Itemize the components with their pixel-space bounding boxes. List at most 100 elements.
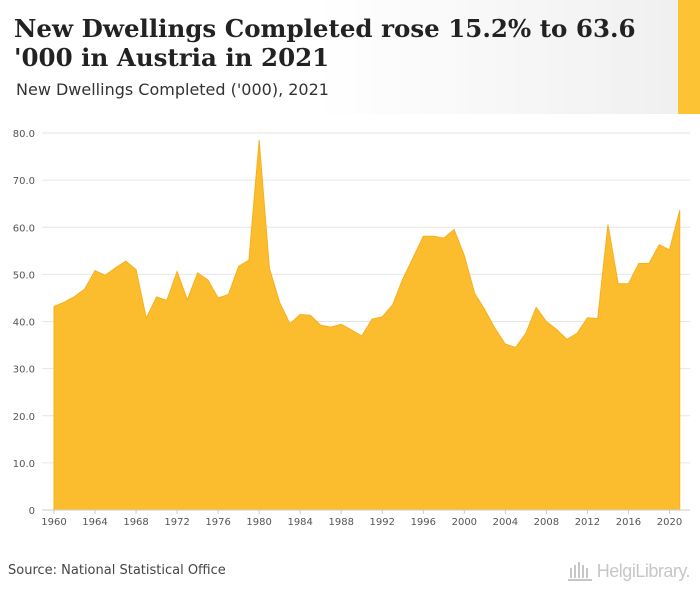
page-title: New Dwellings Completed rose 15.2% to 63… <box>14 14 636 72</box>
data-point[interactable] <box>338 321 344 327</box>
data-point[interactable] <box>92 268 98 274</box>
data-point[interactable] <box>72 294 78 300</box>
data-point[interactable] <box>215 295 221 301</box>
data-point[interactable] <box>625 281 631 287</box>
data-point[interactable] <box>51 303 57 309</box>
data-point[interactable] <box>595 316 601 322</box>
data-point[interactable] <box>205 277 211 283</box>
data-point[interactable] <box>184 297 190 303</box>
y-tick-label: 30.0 <box>13 365 35 376</box>
data-point[interactable] <box>502 341 508 347</box>
data-point[interactable] <box>307 312 313 318</box>
data-point[interactable] <box>113 265 119 271</box>
x-axis-ticks: 1960 1964 1968 1972 1976 1980 1984 1988 1992 1996… <box>41 509 690 528</box>
library-building-icon <box>567 562 592 581</box>
data-point[interactable] <box>102 272 108 278</box>
y-tick-label: 20.0 <box>13 412 35 423</box>
data-point[interactable] <box>533 304 539 310</box>
data-point[interactable] <box>174 269 180 275</box>
data-point[interactable] <box>164 297 170 303</box>
x-tick-label: 2020 <box>657 517 682 528</box>
header: New Dwellings Completed rose 15.2% to 63… <box>0 0 700 114</box>
data-point[interactable] <box>584 315 590 321</box>
data-point[interactable] <box>225 292 231 298</box>
area-series <box>51 137 683 511</box>
x-tick-label: 2016 <box>616 517 641 528</box>
y-axis-ticks: 0 10.0 20.0 30.0 40.0 50.0 60.0 70.0 80.0 <box>13 129 35 517</box>
x-tick-label: 1988 <box>328 517 353 528</box>
y-tick-label: 10.0 <box>13 459 35 470</box>
data-point[interactable] <box>154 294 160 300</box>
chart-subtitle: New Dwellings Completed ('000), 2021 <box>16 80 329 99</box>
x-tick-label: 1992 <box>370 517 395 528</box>
data-point[interactable] <box>266 265 272 271</box>
data-point[interactable] <box>543 319 549 325</box>
helgilibrary-logo[interactable]: HelgiLibrary. <box>567 558 691 584</box>
data-point[interactable] <box>513 344 519 350</box>
data-point[interactable] <box>246 257 252 263</box>
data-point[interactable] <box>666 247 672 253</box>
data-point[interactable] <box>82 286 88 292</box>
data-point[interactable] <box>256 137 262 143</box>
data-point[interactable] <box>451 227 457 233</box>
data-point[interactable] <box>523 330 529 336</box>
data-point[interactable] <box>482 307 488 313</box>
x-tick-label: 1972 <box>164 517 189 528</box>
data-point[interactable] <box>492 326 498 332</box>
data-point[interactable] <box>359 333 365 339</box>
x-tick-label: 1968 <box>123 517 148 528</box>
data-point[interactable] <box>461 253 467 259</box>
x-tick-label: 2012 <box>575 517 600 528</box>
data-point[interactable] <box>195 270 201 276</box>
data-point[interactable] <box>123 258 129 264</box>
data-point[interactable] <box>369 316 375 322</box>
x-tick-label: 1964 <box>82 517 107 528</box>
data-point[interactable] <box>328 324 334 330</box>
x-tick-label: 2000 <box>452 517 477 528</box>
data-point[interactable] <box>646 261 652 267</box>
data-point[interactable] <box>441 235 447 241</box>
logo-text: HelgiLibrary. <box>596 560 691 581</box>
data-point[interactable] <box>564 336 570 342</box>
data-point[interactable] <box>390 302 396 308</box>
data-point[interactable] <box>277 300 283 306</box>
data-point[interactable] <box>133 267 139 273</box>
data-point[interactable] <box>677 207 683 213</box>
header-accent-bar <box>678 0 700 114</box>
data-point[interactable] <box>574 330 580 336</box>
data-point[interactable] <box>656 242 662 248</box>
y-tick-label: 80.0 <box>13 129 35 140</box>
data-point[interactable] <box>297 311 303 317</box>
data-point[interactable] <box>636 261 642 267</box>
data-point[interactable] <box>400 276 406 282</box>
y-tick-label: 0 <box>29 506 35 517</box>
y-tick-label: 40.0 <box>13 318 35 329</box>
data-point[interactable] <box>410 255 416 261</box>
data-point[interactable] <box>420 233 426 239</box>
x-tick-label: 2008 <box>534 517 559 528</box>
x-tick-label: 1960 <box>41 517 66 528</box>
data-point[interactable] <box>318 322 324 328</box>
data-point[interactable] <box>472 290 478 296</box>
data-point[interactable] <box>615 281 621 287</box>
data-point[interactable] <box>554 327 560 333</box>
x-tick-label: 1976 <box>205 517 230 528</box>
data-point[interactable] <box>431 233 437 239</box>
data-point[interactable] <box>348 327 354 333</box>
data-point[interactable] <box>236 263 242 269</box>
y-tick-label: 50.0 <box>13 270 35 281</box>
data-point[interactable] <box>379 314 385 320</box>
area-chart: 010.020.030.040.050.060.070.080.0 1960 19… <box>13 129 690 528</box>
y-tick-label: 60.0 <box>13 223 35 234</box>
data-point[interactable] <box>287 321 293 327</box>
source-note: Source: National Statistical Office <box>8 563 226 578</box>
data-point[interactable] <box>605 221 611 227</box>
y-tick-label: 70.0 <box>13 176 35 187</box>
x-tick-label: 1996 <box>411 517 436 528</box>
data-point[interactable] <box>61 299 67 305</box>
x-tick-label: 1980 <box>246 517 271 528</box>
x-tick-label: 2004 <box>493 517 518 528</box>
x-tick-label: 1984 <box>287 517 312 528</box>
data-point[interactable] <box>143 315 149 321</box>
area-series-fill <box>53 140 681 511</box>
